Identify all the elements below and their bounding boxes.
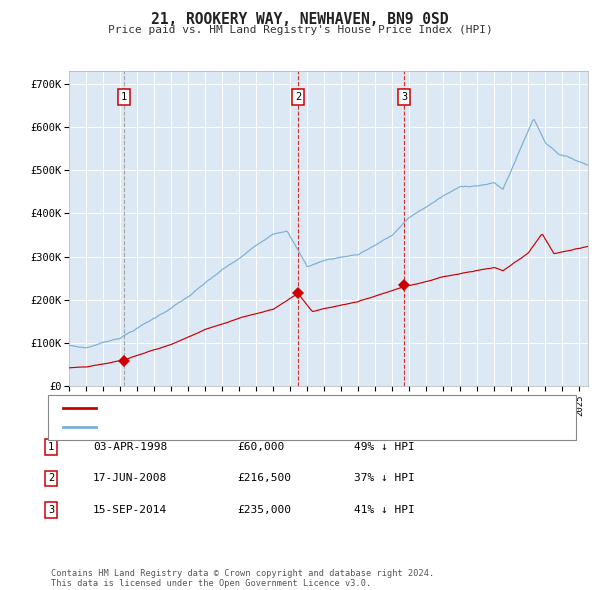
Text: 2: 2 [48, 474, 54, 483]
Text: 17-JUN-2008: 17-JUN-2008 [93, 474, 167, 483]
Text: Contains HM Land Registry data © Crown copyright and database right 2024.
This d: Contains HM Land Registry data © Crown c… [51, 569, 434, 588]
Text: 1: 1 [121, 91, 127, 101]
Text: 2: 2 [295, 91, 301, 101]
Text: 3: 3 [401, 91, 407, 101]
Text: Price paid vs. HM Land Registry's House Price Index (HPI): Price paid vs. HM Land Registry's House … [107, 25, 493, 35]
Text: 49% ↓ HPI: 49% ↓ HPI [354, 442, 415, 451]
Text: 41% ↓ HPI: 41% ↓ HPI [354, 506, 415, 515]
Text: 1: 1 [48, 442, 54, 451]
Text: £235,000: £235,000 [237, 506, 291, 515]
Text: 21, ROOKERY WAY, NEWHAVEN, BN9 0SD: 21, ROOKERY WAY, NEWHAVEN, BN9 0SD [151, 12, 449, 27]
Text: 37% ↓ HPI: 37% ↓ HPI [354, 474, 415, 483]
Text: 03-APR-1998: 03-APR-1998 [93, 442, 167, 451]
Text: £216,500: £216,500 [237, 474, 291, 483]
Text: 21, ROOKERY WAY, NEWHAVEN, BN9 0SD (detached house): 21, ROOKERY WAY, NEWHAVEN, BN9 0SD (deta… [105, 403, 424, 412]
Text: 3: 3 [48, 506, 54, 515]
Text: 15-SEP-2014: 15-SEP-2014 [93, 506, 167, 515]
Text: £60,000: £60,000 [237, 442, 284, 451]
Text: HPI: Average price, detached house, Lewes: HPI: Average price, detached house, Lewe… [105, 422, 361, 432]
